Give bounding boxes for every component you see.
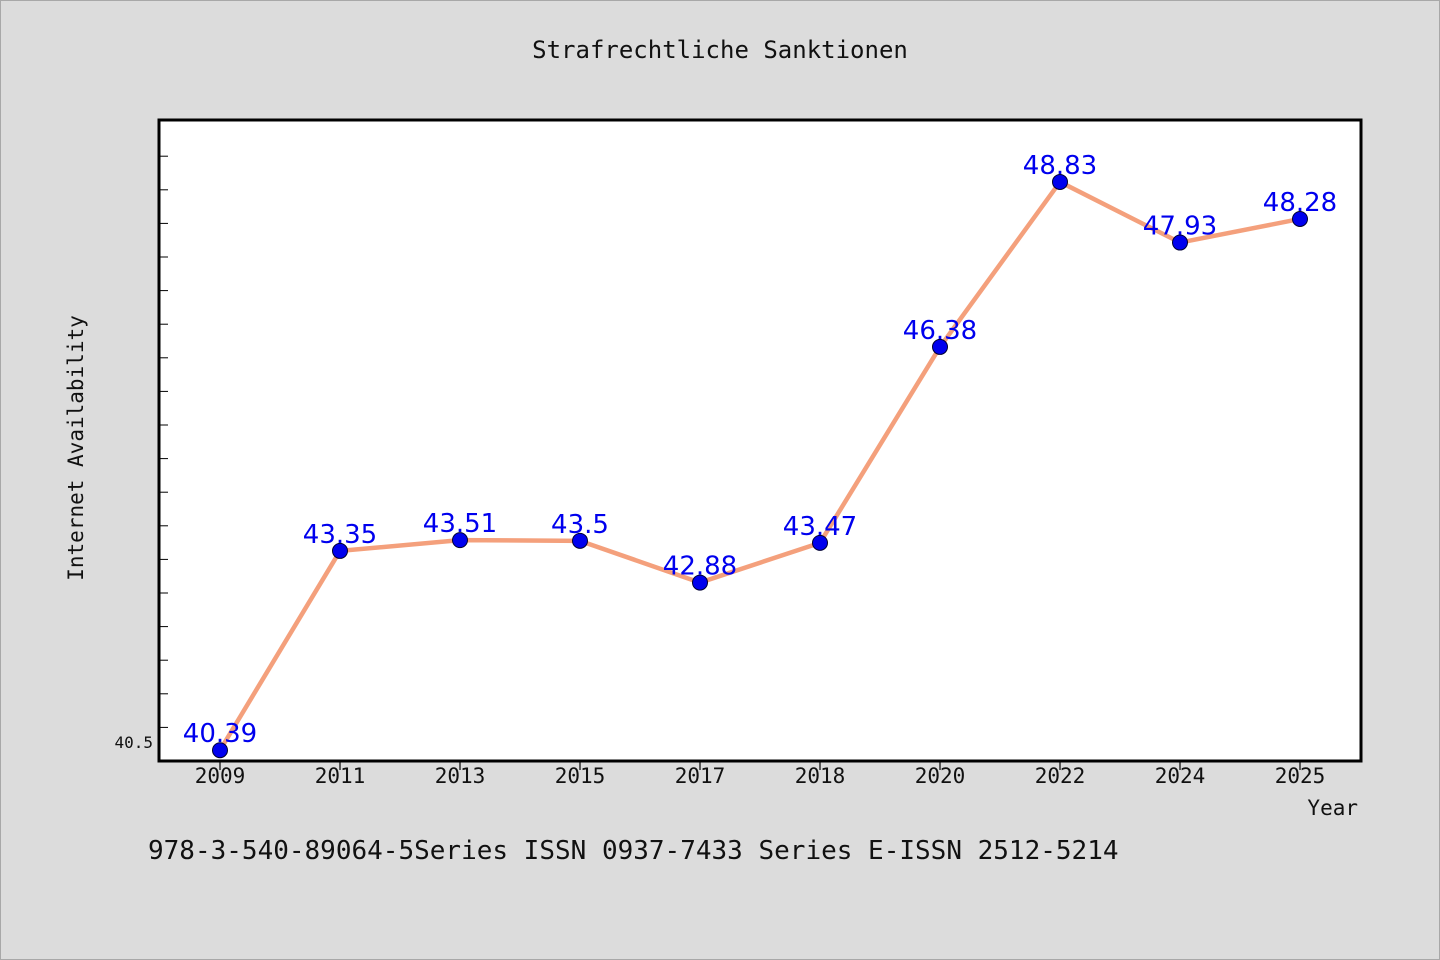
x-tick-label: 2020 xyxy=(915,764,966,788)
y-minor-ticks xyxy=(159,155,168,728)
x-tick-label: 2025 xyxy=(1275,764,1326,788)
data-point xyxy=(1292,210,1308,227)
y-tick-label: 40.5 xyxy=(114,733,153,752)
x-tick-label: 2018 xyxy=(795,764,846,788)
data-point xyxy=(1172,234,1188,251)
data-labels: 40.39 43.35 43.51 43.5 42.88 43.47 46.38 48.83 4… xyxy=(183,151,1337,749)
x-tick-label: 2011 xyxy=(315,764,366,788)
data-point xyxy=(572,532,588,549)
series-lines xyxy=(217,179,1303,753)
plot-area xyxy=(157,118,1363,763)
data-label: 46.38 xyxy=(903,316,977,346)
x-tick-label: 2017 xyxy=(675,764,726,788)
data-point xyxy=(212,742,228,759)
data-point xyxy=(692,574,708,591)
series-points xyxy=(212,173,1308,759)
x-axis-label: Year xyxy=(1307,796,1358,820)
data-label: 42.88 xyxy=(663,552,737,582)
x-tick-label: 2024 xyxy=(1155,764,1206,788)
data-label: 47.93 xyxy=(1143,212,1217,242)
x-tick-label: 2009 xyxy=(195,764,246,788)
data-point xyxy=(452,532,468,549)
data-label: 43.35 xyxy=(303,520,377,550)
data-point xyxy=(1052,173,1068,190)
x-tick-label: 2022 xyxy=(1035,764,1086,788)
data-label: 48.83 xyxy=(1023,151,1097,181)
y-axis-ticks: 40.5 xyxy=(114,733,153,752)
footer-text: 978-3-540-89064-5Series ISSN 0937-7433 S… xyxy=(148,836,1119,866)
data-label: 43.47 xyxy=(783,512,857,542)
data-point xyxy=(932,338,948,355)
data-point xyxy=(812,534,828,551)
x-tick-label: 2013 xyxy=(435,764,486,788)
data-label: 43.5 xyxy=(551,510,609,540)
x-tick-label: 2015 xyxy=(555,764,606,788)
data-label: 43.51 xyxy=(423,509,497,539)
data-point xyxy=(332,542,348,559)
chart-title: Strafrechtliche Sanktionen xyxy=(532,36,908,64)
x-axis-ticks: 2009 2011 2013 2015 2017 2018 2020 2022 2024 2025 xyxy=(195,761,1326,788)
data-label: 48.28 xyxy=(1263,188,1337,218)
data-label: 40.39 xyxy=(183,719,257,749)
series-line xyxy=(217,179,1303,753)
